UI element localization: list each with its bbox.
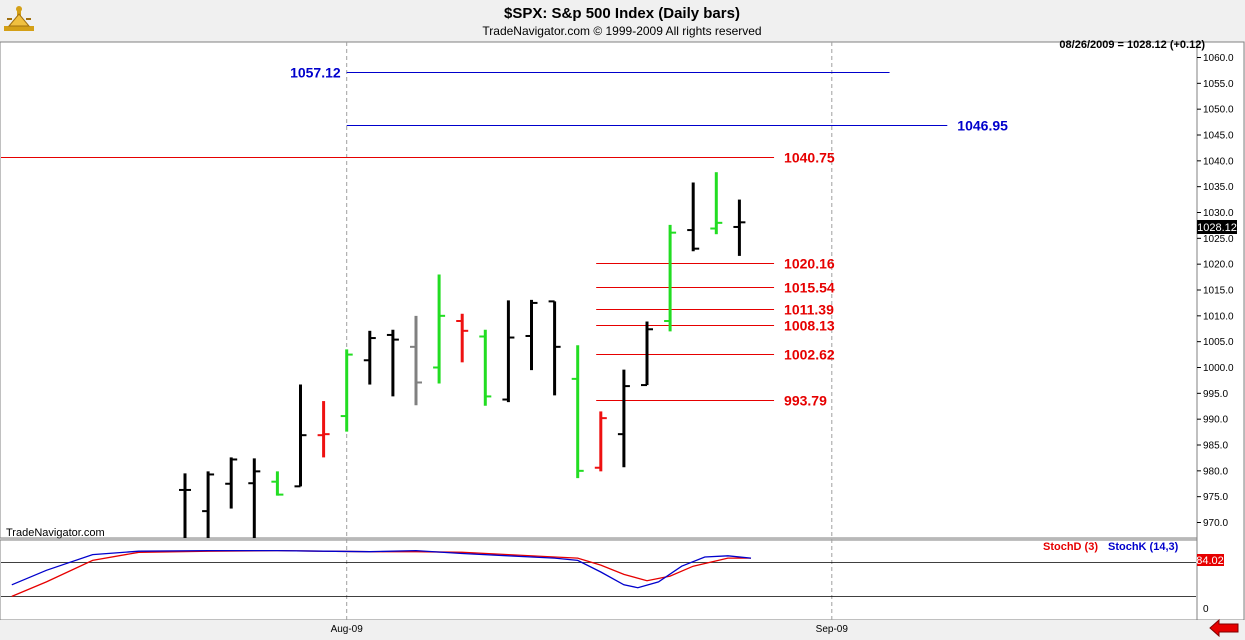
price-tick-label: 985.0 bbox=[1203, 441, 1228, 452]
ohlc-bar bbox=[456, 313, 469, 363]
date-axis bbox=[0, 620, 1245, 640]
price-tick-label: 990.0 bbox=[1203, 415, 1228, 426]
price-axis bbox=[1196, 41, 1245, 621]
stochd-legend: StochD (3) bbox=[1043, 541, 1098, 553]
price-axis-ticks: 970.0 975.0 980.0 985.0 990.0 995.0 1000.0 1005… bbox=[1197, 53, 1234, 529]
price-tick-label: 1005.0 bbox=[1203, 337, 1234, 348]
price-tick-label: 1030.0 bbox=[1203, 208, 1234, 219]
last-price-box bbox=[1197, 220, 1237, 234]
ohlc-bar bbox=[179, 473, 191, 538]
price-tick-label: 975.0 bbox=[1203, 492, 1228, 503]
last-price-status: 08/26/2009 = 1028.12 (+0.12) bbox=[1059, 39, 1205, 51]
ohlc-bar bbox=[386, 329, 399, 397]
price-level-label: 993.79 bbox=[784, 393, 827, 409]
copyright-text: TradeNavigator.com © 1999-2009 All right… bbox=[482, 24, 761, 38]
price-tick-label: 1000.0 bbox=[1203, 363, 1234, 374]
stoch-last-box bbox=[1197, 554, 1224, 566]
ohlc-bar bbox=[617, 369, 630, 468]
ohlc-bar bbox=[733, 199, 746, 256]
price-panel bbox=[0, 41, 1198, 539]
red-left-arrow-icon[interactable] bbox=[1209, 618, 1239, 638]
price-tick-label: 1055.0 bbox=[1203, 79, 1234, 90]
price-levels: 1057.12 1046.95 1040.75 1020.16 1015.54 1011.… bbox=[1, 65, 1008, 409]
ohlc-bar bbox=[340, 349, 353, 432]
price-level-label: 1008.13 bbox=[784, 318, 835, 334]
date-label: Sep-09 bbox=[816, 624, 849, 635]
price-tick-label: 1020.0 bbox=[1203, 260, 1234, 271]
ohlc-bar bbox=[363, 330, 376, 385]
price-tick-label: 1010.0 bbox=[1203, 311, 1234, 322]
ohlc-bar bbox=[641, 321, 653, 387]
ohlc-bar bbox=[225, 457, 238, 509]
ohlc-bar bbox=[548, 300, 561, 396]
ohlc-bar bbox=[248, 458, 261, 538]
ohlc-bar bbox=[410, 315, 422, 406]
last-price-label: 1028.12 bbox=[1197, 222, 1237, 234]
date-label: Aug-09 bbox=[331, 624, 364, 635]
price-level-label: 1020.16 bbox=[784, 256, 835, 272]
price-tick-label: 1035.0 bbox=[1203, 182, 1234, 193]
price-level-label: 1011.39 bbox=[784, 302, 834, 318]
ohlc-bar bbox=[594, 411, 607, 472]
price-tick-label: 1015.0 bbox=[1203, 286, 1234, 297]
price-tick-label: 1040.0 bbox=[1203, 156, 1234, 167]
ohlc-bar bbox=[664, 224, 677, 332]
stoch-tick-label: 0 bbox=[1203, 604, 1209, 615]
stoch-last-label: 84.02 bbox=[1196, 555, 1224, 567]
price-tick-label: 995.0 bbox=[1203, 389, 1228, 400]
ohlc-bar bbox=[271, 471, 284, 496]
ohlc-bar bbox=[571, 345, 584, 479]
trade-navigator-logo-icon[interactable] bbox=[4, 6, 34, 31]
stochk-line bbox=[11, 549, 752, 589]
ohlc-bar bbox=[479, 329, 492, 406]
ohlc-bar bbox=[687, 182, 700, 252]
ohlc-bar bbox=[294, 384, 307, 488]
ohlc-bar bbox=[525, 299, 538, 371]
price-level-label: 1015.54 bbox=[784, 280, 835, 296]
ohlc-bar bbox=[202, 471, 215, 538]
price-tick-label: 1060.0 bbox=[1203, 53, 1234, 64]
price-bars bbox=[179, 172, 746, 538]
price-level-label: 1057.12 bbox=[290, 65, 341, 81]
price-tick-label: 1025.0 bbox=[1203, 234, 1234, 245]
stochastic-panel bbox=[0, 539, 1198, 621]
price-tick-label: 980.0 bbox=[1203, 466, 1228, 477]
price-level-label: 1002.62 bbox=[784, 347, 835, 363]
price-tick-label: 970.0 bbox=[1203, 518, 1228, 529]
watermark-text: TradeNavigator.com bbox=[6, 527, 105, 539]
ohlc-bar bbox=[317, 401, 330, 458]
price-level-label: 1046.95 bbox=[957, 118, 1008, 134]
ohlc-bar bbox=[502, 300, 515, 403]
date-labels: Aug-09 Sep-09 bbox=[331, 624, 849, 635]
ohlc-bar bbox=[710, 172, 723, 235]
price-level-label: 1040.75 bbox=[784, 150, 835, 166]
stochk-legend: StochK (14,3) bbox=[1108, 541, 1179, 553]
price-tick-label: 1045.0 bbox=[1203, 131, 1234, 142]
price-tick-label: 1050.0 bbox=[1203, 105, 1234, 116]
ohlc-bar bbox=[433, 274, 446, 384]
chart-title: $SPX: S&p 500 Index (Daily bars) bbox=[504, 5, 740, 22]
grid bbox=[346, 42, 833, 620]
